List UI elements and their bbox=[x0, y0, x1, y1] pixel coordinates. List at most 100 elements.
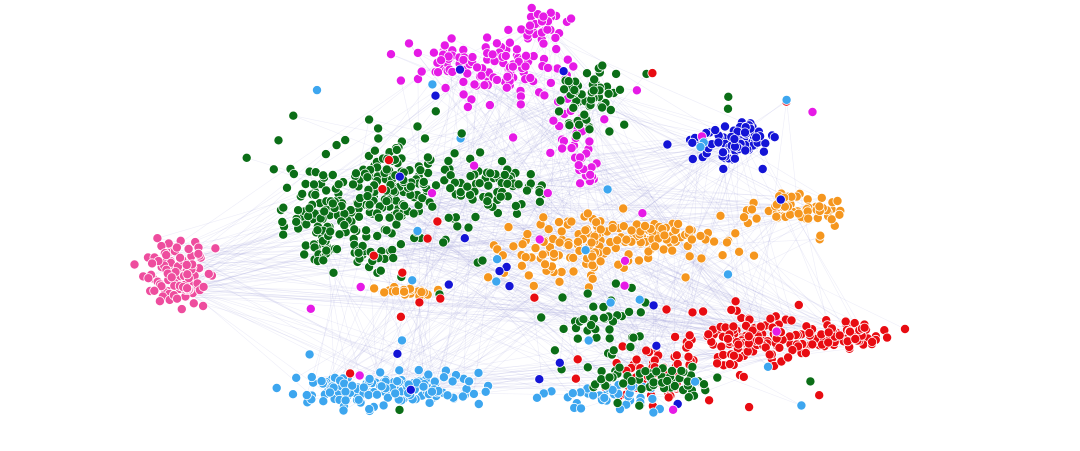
graph-node-red[interactable] bbox=[345, 368, 356, 379]
graph-node-orange[interactable] bbox=[595, 224, 606, 235]
graph-node-green[interactable] bbox=[384, 212, 395, 223]
graph-node-orange[interactable] bbox=[399, 286, 410, 297]
graph-node-red[interactable] bbox=[670, 331, 681, 342]
graph-node-pink[interactable] bbox=[175, 252, 186, 263]
graph-node-green[interactable] bbox=[588, 85, 599, 96]
graph-node-pink[interactable] bbox=[166, 272, 177, 283]
graph-node-red[interactable] bbox=[722, 333, 733, 344]
graph-node-magenta[interactable] bbox=[542, 188, 553, 199]
graph-node-orange[interactable] bbox=[587, 273, 598, 284]
graph-node-green[interactable] bbox=[288, 110, 299, 121]
graph-node-magenta[interactable] bbox=[599, 114, 610, 125]
graph-node-green[interactable] bbox=[477, 255, 488, 266]
graph-node-red[interactable] bbox=[661, 304, 672, 315]
graph-node-green[interactable] bbox=[805, 376, 816, 387]
graph-node-lightblue[interactable] bbox=[324, 387, 335, 398]
graph-node-orange[interactable] bbox=[814, 201, 825, 212]
graph-node-pink[interactable] bbox=[182, 269, 193, 280]
graph-node-orange[interactable] bbox=[715, 210, 726, 221]
graph-node-mixed-green[interactable] bbox=[676, 365, 687, 376]
graph-node-orange[interactable] bbox=[563, 240, 574, 251]
graph-node-green[interactable] bbox=[353, 247, 364, 258]
graph-node-magenta[interactable] bbox=[491, 38, 502, 49]
graph-node-green[interactable] bbox=[555, 95, 566, 106]
graph-node-green[interactable] bbox=[723, 103, 734, 114]
graph-node-magenta[interactable] bbox=[668, 404, 679, 415]
graph-node-green[interactable] bbox=[353, 211, 364, 222]
graph-node-red[interactable] bbox=[850, 333, 861, 344]
graph-node-magenta[interactable] bbox=[458, 89, 469, 100]
graph-node-green[interactable] bbox=[321, 185, 332, 196]
graph-node-green[interactable] bbox=[615, 84, 626, 95]
graph-node-green[interactable] bbox=[579, 109, 590, 120]
graph-node-green[interactable] bbox=[369, 145, 380, 156]
graph-node-green[interactable] bbox=[452, 221, 463, 232]
graph-node-orange[interactable] bbox=[686, 234, 697, 245]
graph-node-green[interactable] bbox=[334, 229, 345, 240]
graph-node-green[interactable] bbox=[589, 74, 600, 85]
graph-node-green[interactable] bbox=[619, 119, 630, 130]
graph-node-green[interactable] bbox=[310, 189, 321, 200]
graph-node-lightblue[interactable] bbox=[599, 392, 610, 403]
graph-node-pink[interactable] bbox=[181, 259, 192, 270]
graph-node-magenta[interactable] bbox=[543, 62, 554, 73]
graph-node-green[interactable] bbox=[299, 249, 310, 260]
graph-node-green[interactable] bbox=[534, 196, 545, 207]
graph-node-green[interactable] bbox=[699, 379, 710, 390]
graph-node-orange[interactable] bbox=[659, 230, 670, 241]
graph-node-blue[interactable] bbox=[740, 127, 751, 138]
graph-node-mixed-green[interactable] bbox=[557, 292, 568, 303]
graph-node-green[interactable] bbox=[339, 220, 350, 231]
graph-node-mixed-green[interactable] bbox=[578, 314, 589, 325]
graph-node-mixed-green[interactable] bbox=[549, 345, 560, 356]
graph-node-lightblue[interactable] bbox=[291, 372, 302, 383]
graph-node-magenta[interactable] bbox=[539, 90, 550, 101]
graph-node-red[interactable] bbox=[414, 297, 425, 308]
graph-node-pink[interactable] bbox=[149, 285, 160, 296]
graph-node-lightblue[interactable] bbox=[396, 335, 407, 346]
graph-node-orange[interactable] bbox=[640, 220, 651, 231]
graph-node-green[interactable] bbox=[443, 212, 454, 223]
graph-node-green[interactable] bbox=[443, 155, 454, 166]
graph-node-lightblue[interactable] bbox=[390, 388, 401, 399]
graph-node-pink[interactable] bbox=[129, 259, 140, 270]
graph-node-orange[interactable] bbox=[684, 224, 695, 235]
graph-node-green[interactable] bbox=[571, 130, 582, 141]
graph-node-orange[interactable] bbox=[717, 250, 728, 261]
graph-node-magenta[interactable] bbox=[426, 188, 437, 199]
graph-node-green[interactable] bbox=[277, 216, 288, 227]
graph-node-magenta[interactable] bbox=[573, 160, 584, 171]
graph-node-lightblue[interactable] bbox=[723, 269, 734, 280]
graph-node-blue[interactable] bbox=[751, 132, 762, 143]
graph-node-magenta[interactable] bbox=[501, 82, 512, 93]
graph-node-magenta[interactable] bbox=[472, 62, 483, 73]
graph-node-lightblue[interactable] bbox=[576, 403, 587, 414]
graph-node-green[interactable] bbox=[418, 176, 429, 187]
graph-node-mixed-green[interactable] bbox=[624, 306, 635, 317]
graph-node-magenta[interactable] bbox=[631, 85, 642, 96]
graph-node-magenta[interactable] bbox=[568, 61, 579, 72]
graph-node-green[interactable] bbox=[554, 106, 565, 117]
graph-node-green[interactable] bbox=[373, 133, 384, 144]
graph-node-mixed-green[interactable] bbox=[712, 372, 723, 383]
graph-node-mixed-green[interactable] bbox=[651, 366, 662, 377]
graph-node-green[interactable] bbox=[502, 178, 513, 189]
graph-node-green[interactable] bbox=[427, 201, 438, 212]
graph-node-orange[interactable] bbox=[587, 251, 598, 262]
graph-node-orange[interactable] bbox=[618, 221, 629, 232]
graph-node-green[interactable] bbox=[340, 135, 351, 146]
graph-node-orange[interactable] bbox=[595, 256, 606, 267]
graph-node-green[interactable] bbox=[268, 164, 279, 175]
graph-node-green[interactable] bbox=[362, 172, 373, 183]
graph-node-magenta[interactable] bbox=[538, 38, 549, 49]
graph-node-lightblue[interactable] bbox=[392, 376, 403, 387]
graph-node-green[interactable] bbox=[584, 124, 595, 135]
graph-node-orange[interactable] bbox=[503, 222, 514, 233]
graph-node-blue[interactable] bbox=[757, 163, 768, 174]
graph-node-mixed-green[interactable] bbox=[604, 372, 615, 383]
graph-node-red[interactable] bbox=[755, 321, 766, 332]
graph-node-pink[interactable] bbox=[183, 243, 194, 254]
graph-node-red[interactable] bbox=[703, 329, 714, 340]
graph-node-lightblue[interactable] bbox=[457, 391, 468, 402]
graph-node-orange[interactable] bbox=[803, 213, 814, 224]
